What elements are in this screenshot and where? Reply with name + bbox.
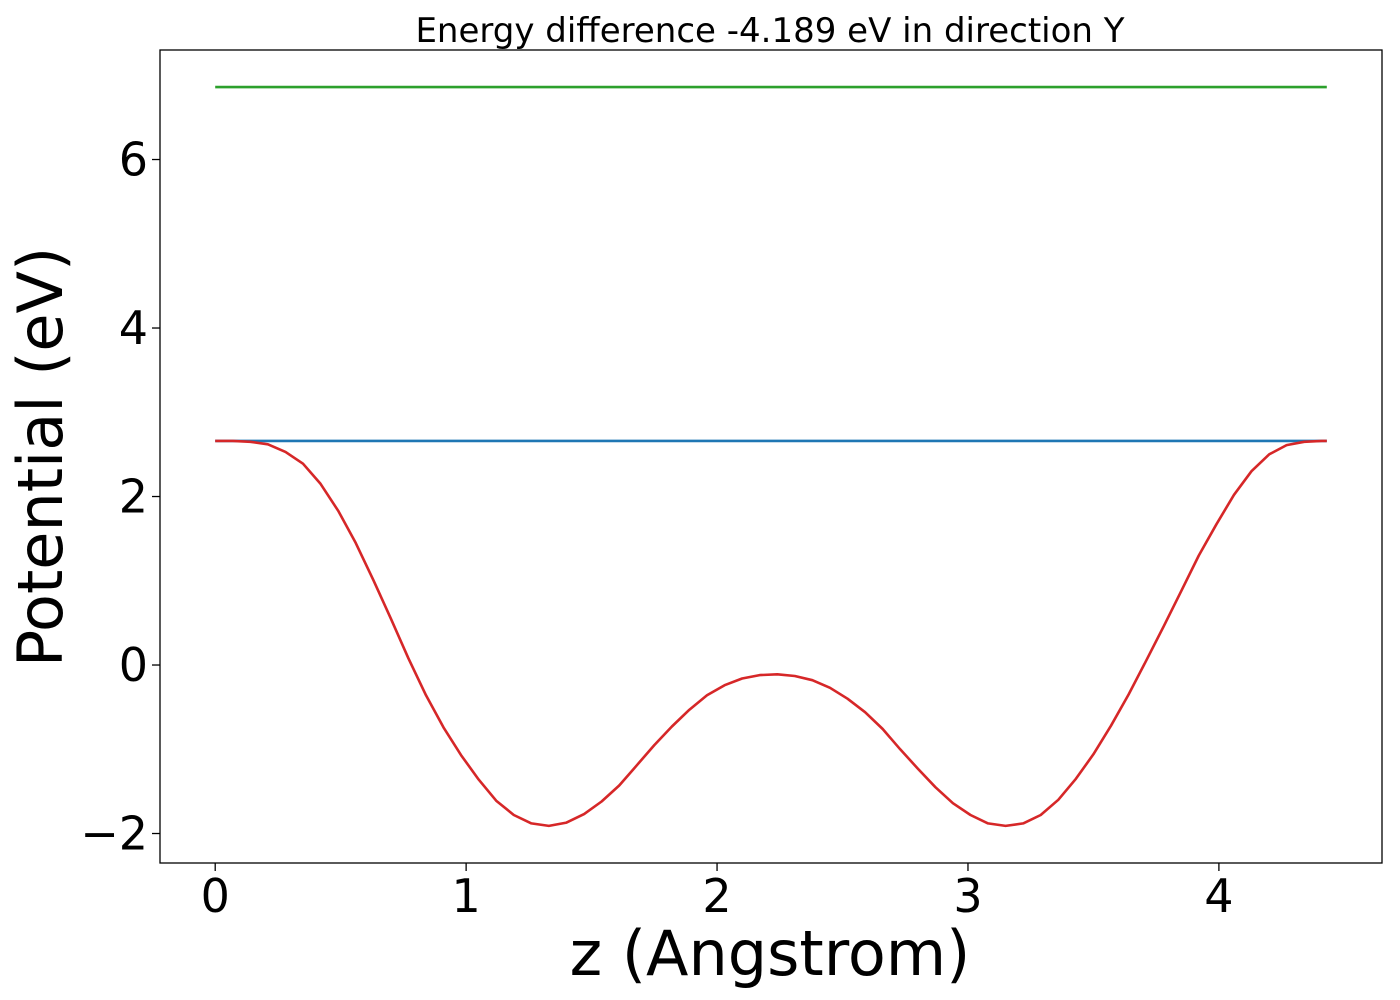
x-tick-label: 3 [953, 869, 982, 923]
y-tick-label: 6 [119, 133, 148, 187]
x-tick-label: 4 [1204, 869, 1233, 923]
y-tick-label: −2 [80, 807, 148, 861]
x-axis-label: z (Angstrom) [570, 917, 971, 990]
x-tick-label: 1 [451, 869, 480, 923]
series-layer [215, 85, 1327, 828]
plot-frame [159, 49, 1383, 864]
chart-title: Energy difference -4.189 eV in direction… [415, 11, 1124, 51]
y-tick-label: 0 [119, 638, 148, 692]
y-tick-label: 4 [119, 301, 148, 355]
y-tick-label: 2 [119, 470, 148, 524]
x-tick-label: 2 [702, 869, 731, 923]
y-axis-ticks: −2 0 2 4 6 [80, 133, 160, 861]
series-line-2 [215, 439, 1327, 828]
x-axis-ticks: 0 1 2 3 4 [201, 863, 1234, 923]
y-axis-label: Potential (eV) [4, 247, 77, 667]
x-tick-label: 0 [201, 869, 230, 923]
